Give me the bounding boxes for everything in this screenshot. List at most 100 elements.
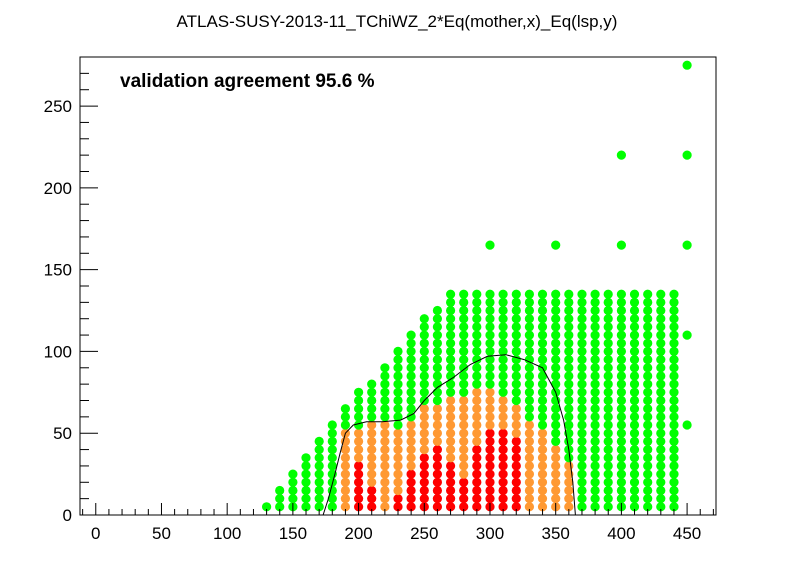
point-excluded-near xyxy=(459,453,469,463)
point-excluded xyxy=(485,477,495,487)
point-excluded xyxy=(498,428,508,438)
point-allowed xyxy=(616,420,627,430)
point-excluded xyxy=(406,469,416,479)
point-excluded-near xyxy=(406,461,416,471)
point-allowed xyxy=(682,330,692,340)
point-excluded-near xyxy=(459,404,469,414)
point-allowed xyxy=(564,297,574,307)
point-allowed xyxy=(524,355,535,365)
point-allowed xyxy=(616,371,627,381)
x-tick-label: 350 xyxy=(541,524,569,543)
point-allowed xyxy=(564,355,574,365)
point-allowed xyxy=(419,330,429,340)
point-allowed xyxy=(629,469,640,479)
point-allowed xyxy=(511,305,521,316)
point-allowed xyxy=(629,502,640,512)
point-allowed xyxy=(511,379,521,389)
point-excluded-near xyxy=(432,404,442,414)
point-allowed xyxy=(446,305,456,316)
point-excluded-near xyxy=(511,404,521,414)
point-excluded-near xyxy=(498,395,508,406)
point-allowed xyxy=(511,330,521,340)
point-excluded xyxy=(393,502,403,512)
point-allowed xyxy=(643,322,653,332)
x-tick-label: 150 xyxy=(279,524,307,543)
point-allowed xyxy=(656,477,666,487)
point-allowed xyxy=(432,346,442,356)
point-excluded-near xyxy=(472,387,482,397)
point-allowed xyxy=(301,485,311,496)
point-allowed xyxy=(537,387,548,397)
point-allowed xyxy=(669,477,679,487)
point-excluded xyxy=(472,502,482,512)
point-allowed xyxy=(603,436,613,446)
point-allowed xyxy=(393,404,403,414)
point-allowed xyxy=(327,453,337,463)
point-excluded-near xyxy=(537,494,548,504)
point-allowed xyxy=(564,363,574,373)
point-excluded-near xyxy=(367,453,377,463)
point-excluded-near xyxy=(511,412,521,422)
point-allowed xyxy=(472,371,482,381)
point-allowed xyxy=(643,494,653,504)
point-allowed xyxy=(537,314,548,324)
point-excluded-near xyxy=(432,428,442,438)
point-allowed xyxy=(603,395,613,406)
point-allowed xyxy=(459,346,469,356)
point-excluded-near xyxy=(537,436,548,446)
point-excluded xyxy=(511,485,521,496)
point-allowed xyxy=(616,346,627,356)
point-allowed xyxy=(629,371,640,381)
point-excluded xyxy=(446,469,456,479)
point-allowed xyxy=(603,461,613,471)
point-allowed xyxy=(498,305,508,316)
point-allowed xyxy=(459,330,469,340)
point-allowed xyxy=(472,330,482,340)
point-allowed xyxy=(301,477,311,487)
point-allowed xyxy=(669,330,679,340)
point-excluded-near xyxy=(485,404,495,414)
point-allowed xyxy=(656,395,666,406)
point-excluded-near xyxy=(419,420,429,430)
point-excluded-near xyxy=(380,461,390,471)
point-allowed xyxy=(577,297,587,307)
point-excluded xyxy=(511,477,521,487)
point-allowed xyxy=(524,379,535,389)
point-excluded-near xyxy=(551,445,561,455)
point-excluded-near xyxy=(472,412,482,422)
point-allowed xyxy=(354,412,364,422)
point-allowed xyxy=(669,412,679,422)
point-allowed xyxy=(590,314,600,324)
point-excluded xyxy=(459,502,469,512)
point-allowed xyxy=(485,363,495,373)
point-allowed xyxy=(669,502,679,512)
point-allowed xyxy=(498,379,508,389)
point-allowed xyxy=(564,346,574,356)
point-allowed xyxy=(340,420,350,430)
point-allowed xyxy=(669,461,679,471)
point-excluded xyxy=(354,494,364,504)
point-allowed xyxy=(590,404,600,414)
point-allowed xyxy=(590,305,600,316)
point-excluded-near xyxy=(419,428,429,438)
point-excluded xyxy=(498,445,508,455)
point-excluded-near xyxy=(432,436,442,446)
point-allowed xyxy=(327,428,337,438)
point-allowed xyxy=(551,355,561,365)
point-excluded-near xyxy=(419,412,429,422)
point-allowed xyxy=(669,420,679,430)
point-allowed xyxy=(446,330,456,340)
point-allowed xyxy=(537,297,548,307)
point-allowed xyxy=(537,355,548,365)
point-allowed xyxy=(616,461,627,471)
point-allowed xyxy=(432,387,442,397)
point-allowed xyxy=(590,445,600,455)
point-allowed xyxy=(564,289,574,299)
point-allowed xyxy=(656,461,666,471)
point-allowed xyxy=(656,428,666,438)
point-allowed xyxy=(446,363,456,373)
point-allowed xyxy=(603,346,613,356)
point-allowed xyxy=(590,363,600,373)
point-allowed xyxy=(498,338,508,348)
point-allowed xyxy=(551,338,561,348)
